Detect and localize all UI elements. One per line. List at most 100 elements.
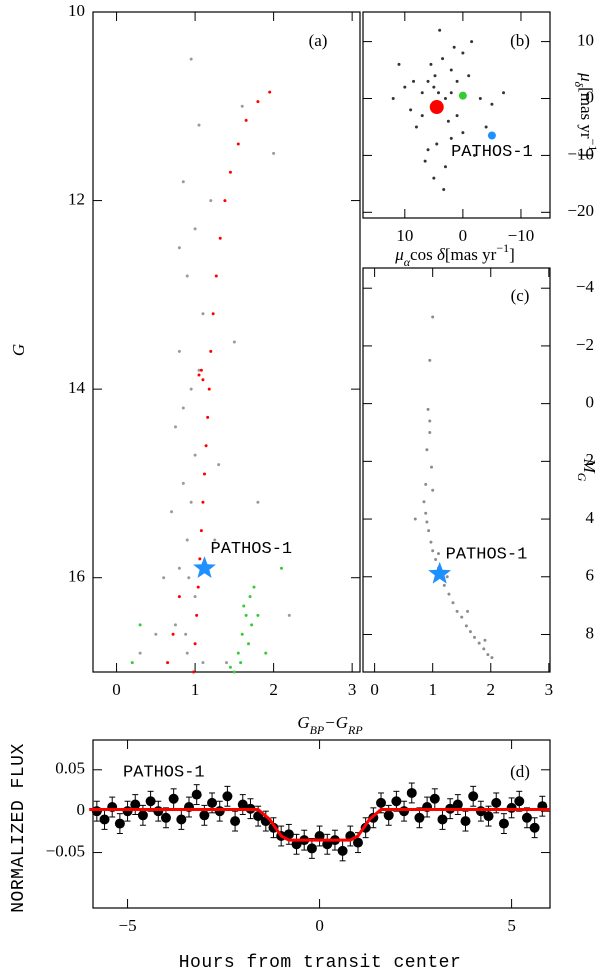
y-tick-label: 0 [586, 393, 595, 412]
y-tick-label: 16 [68, 567, 85, 586]
point [436, 91, 440, 95]
point [199, 529, 203, 533]
point [434, 557, 438, 561]
point [442, 188, 446, 192]
point [426, 407, 430, 411]
point [181, 406, 185, 410]
point [430, 465, 434, 469]
point [431, 315, 435, 319]
point [521, 812, 532, 823]
point [455, 79, 459, 83]
point [218, 236, 222, 240]
point [406, 787, 417, 798]
point [222, 791, 233, 802]
x-tick-label: −5 [119, 916, 137, 935]
point [197, 368, 201, 372]
point [468, 791, 479, 802]
axis-label: GBP−GRP [297, 713, 363, 737]
point [449, 68, 453, 72]
point [185, 274, 189, 278]
point [490, 102, 494, 106]
point [470, 40, 474, 44]
axis-label-part: G [297, 713, 309, 732]
point [246, 642, 250, 646]
point [447, 592, 451, 596]
x-tick-label: −10 [508, 226, 535, 245]
y-tick-label: 10 [68, 1, 85, 20]
point [228, 665, 232, 669]
axis-label-part: δ [437, 245, 446, 264]
point [403, 85, 407, 89]
panel-frame [362, 267, 551, 673]
x-tick-label: 0 [370, 680, 379, 699]
point [529, 822, 540, 833]
axis-label-part: cos [410, 245, 437, 264]
point [435, 142, 439, 146]
point [177, 595, 181, 599]
point [514, 796, 525, 807]
annotation: PATHOS-1 [211, 540, 293, 559]
point [223, 199, 227, 203]
point [429, 540, 433, 544]
point [425, 448, 429, 452]
point [187, 576, 191, 580]
point [491, 797, 502, 808]
point [397, 62, 401, 66]
x-tick-label: 1 [428, 680, 437, 699]
axis-label-part: Hours from transit center [179, 953, 462, 973]
point [137, 810, 148, 821]
point [287, 613, 291, 617]
point [209, 349, 213, 353]
point [306, 843, 317, 854]
point [203, 472, 207, 476]
point [468, 630, 472, 634]
point [177, 246, 181, 250]
axis-label-part: [mas yr [445, 245, 497, 264]
point [431, 488, 435, 492]
point [473, 153, 477, 157]
point [461, 131, 465, 135]
point [441, 57, 445, 61]
point [464, 624, 468, 628]
point [466, 609, 470, 613]
point [455, 114, 459, 118]
point [198, 557, 202, 561]
point [185, 651, 189, 655]
point [460, 615, 464, 619]
axis-label-part: ] [509, 245, 515, 264]
axis-label-part: −G [324, 713, 348, 732]
point [193, 595, 197, 599]
panel-label: (b) [510, 31, 530, 50]
x-tick-label: 3 [545, 680, 554, 699]
point [201, 378, 205, 382]
point [391, 796, 402, 807]
point [420, 91, 424, 95]
point [449, 91, 453, 95]
point [445, 575, 449, 579]
point [240, 104, 244, 108]
point [138, 651, 142, 655]
point [166, 661, 170, 665]
x-tick-label: 10 [396, 226, 413, 245]
point [412, 79, 416, 83]
point [461, 51, 465, 55]
point [185, 538, 189, 542]
x-tick-label: 2 [269, 680, 278, 699]
point [272, 151, 276, 155]
point [423, 159, 427, 163]
point [442, 583, 446, 587]
point [138, 623, 142, 627]
point [232, 670, 236, 674]
point [256, 613, 260, 617]
y-tick-label: 0 [586, 87, 595, 106]
x-tick-label: 0 [459, 226, 468, 245]
point [428, 430, 432, 434]
panel-label: (d) [510, 762, 530, 781]
point [214, 806, 225, 817]
point [236, 142, 240, 146]
point [437, 814, 448, 825]
point [483, 811, 494, 822]
point [240, 632, 244, 636]
panel-label: (c) [511, 286, 530, 305]
